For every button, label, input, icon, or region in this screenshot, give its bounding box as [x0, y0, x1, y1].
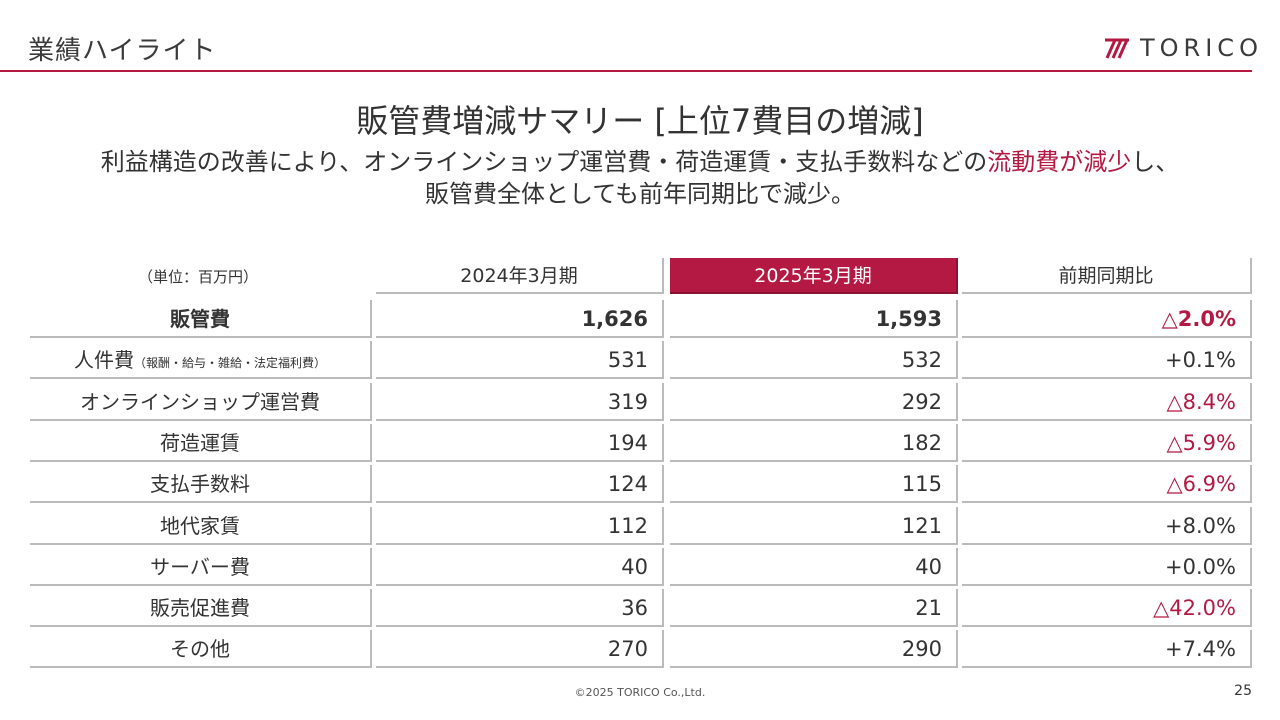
value-2024-cell: 40: [376, 547, 664, 586]
row-label: オンラインショップ運営費: [30, 382, 372, 421]
subtitle-line-2: 販管費全体としても前年同期比で減少。: [424, 180, 856, 208]
value-2024-cell: 112: [376, 506, 664, 545]
row-label-note: （報酬・給与・雑給・法定福利費）: [133, 356, 326, 371]
subtitle-line-1: 利益構造の改善により、オンラインショップ運営費・荷造運賃・支払手数料などの流動費…: [0, 146, 1280, 178]
row-label-text: 販管費: [170, 307, 230, 331]
table-row: 地代家賃 112 121 +8.0%: [0, 506, 1280, 545]
yoy-change-cell: △5.9%: [962, 423, 1252, 462]
row-label: その他: [30, 630, 372, 669]
unit-label: （単位：百万円）: [137, 268, 258, 286]
value-2025-cell: 290: [670, 630, 958, 669]
subtitle-line-1-post: し、: [1131, 148, 1180, 176]
value-2025-cell: 1,593: [670, 300, 958, 338]
table-row: サーバー費 40 40 +0.0%: [0, 547, 1280, 586]
yoy-change-cell: +7.4%: [962, 630, 1252, 669]
yoy-change-cell: △8.4%: [962, 382, 1252, 421]
column-header-yoy: 前期同期比: [962, 258, 1252, 294]
yoy-change-cell: +0.1%: [962, 341, 1252, 380]
value-2024-cell: 194: [376, 423, 664, 462]
yoy-change-cell: △2.0%: [962, 300, 1252, 338]
value-2025-cell: 182: [670, 423, 958, 462]
yoy-change-cell: +8.0%: [962, 506, 1252, 545]
table-row: その他 270 290 +7.4%: [0, 630, 1280, 669]
torico-logo-icon: [1105, 38, 1129, 59]
page-header-title: 業績ハイライト: [28, 36, 217, 66]
logo: TORICO: [1104, 34, 1263, 62]
value-2024-cell: 270: [376, 630, 664, 669]
row-label: 販管費: [30, 300, 372, 338]
row-label: 人件費（報酬・給与・雑給・法定福利費）: [30, 341, 372, 380]
value-2025-cell: 532: [670, 341, 958, 380]
value-2025-cell: 21: [670, 589, 958, 628]
row-label: 地代家賃: [30, 506, 372, 545]
table-row: 販管費 1,626 1,593 △2.0%: [0, 300, 1280, 338]
table-row: 支払手数料 124 115 △6.9%: [0, 465, 1280, 504]
row-label-text: 地代家賃: [160, 513, 240, 538]
table-row: 人件費（報酬・給与・雑給・法定福利費） 531 532 +0.1%: [0, 341, 1280, 380]
row-label-text: 人件費: [73, 348, 134, 373]
row-label: 支払手数料: [30, 465, 372, 504]
slide-title: 販管費増減サマリー [上位7費目の増減]: [356, 102, 924, 140]
page-number: 25: [1234, 683, 1252, 699]
value-2024-cell: 36: [376, 589, 664, 628]
value-2025-cell: 115: [670, 465, 958, 504]
value-2025-cell: 121: [670, 506, 958, 545]
value-2025-cell: 40: [670, 547, 958, 586]
yoy-change-cell: △6.9%: [962, 465, 1252, 504]
row-label-text: 支払手数料: [150, 472, 250, 497]
footer-copyright: ©2025 TORICO Co.,Ltd.: [574, 686, 706, 699]
table-row: 荷造運賃 194 182 △5.9%: [0, 423, 1280, 462]
yoy-change-cell: +0.0%: [962, 547, 1252, 586]
subtitle-line-1-pre: 利益構造の改善により、オンラインショップ運営費・荷造運賃・支払手数料などの: [100, 148, 988, 176]
row-label: 販売促進費: [30, 589, 372, 628]
row-label-text: オンラインショップ運営費: [80, 389, 320, 414]
table-row: 販売促進費 36 21 △42.0%: [0, 589, 1280, 628]
value-2024-cell: 124: [376, 465, 664, 504]
row-label: サーバー費: [30, 547, 372, 586]
column-header-2024: 2024年3月期: [376, 258, 664, 294]
value-2024-cell: 1,626: [376, 300, 664, 338]
row-label-text: その他: [170, 637, 230, 662]
value-2024-cell: 531: [376, 341, 664, 380]
header-rule: [0, 70, 1252, 72]
subtitle-highlight: 流動費が減少: [987, 148, 1132, 176]
value-2024-cell: 319: [376, 382, 664, 421]
slide-subtitle: 利益構造の改善により、オンラインショップ運営費・荷造運賃・支払手数料などの流動費…: [0, 146, 1280, 210]
row-label: 荷造運賃: [30, 423, 372, 462]
row-label-text: サーバー費: [150, 554, 250, 579]
table-row: オンラインショップ運営費 319 292 △8.4%: [0, 382, 1280, 421]
value-2025-cell: 292: [670, 382, 958, 421]
logo-text: TORICO: [1140, 34, 1263, 62]
row-label-text: 荷造運賃: [160, 430, 240, 455]
row-label-text: 販売促進費: [150, 596, 250, 621]
column-header-2025: 2025年3月期: [670, 258, 958, 294]
yoy-change-cell: △42.0%: [962, 589, 1252, 628]
